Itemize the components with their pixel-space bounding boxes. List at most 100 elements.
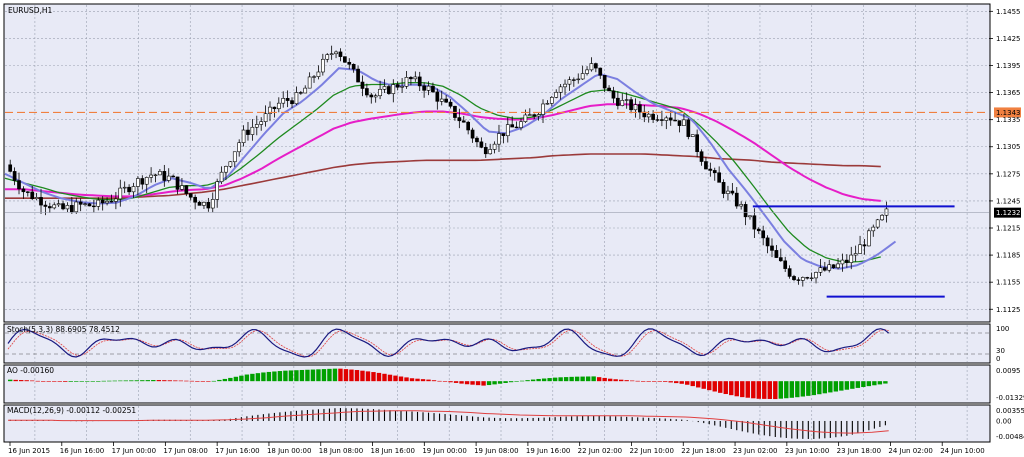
stoch-tick-label: 0 <box>996 355 1000 363</box>
ao-bar <box>118 380 123 382</box>
ao-bar <box>8 379 13 382</box>
ao-bar <box>591 376 596 382</box>
candle-bear <box>475 137 479 143</box>
candle-bull <box>800 277 805 281</box>
ao-bar <box>448 381 453 383</box>
candle-bear <box>668 117 673 121</box>
ao-bar <box>552 377 558 382</box>
ao-tick-label: -0.01329 <box>996 394 1024 402</box>
candle-bear <box>25 191 30 193</box>
ao-bar <box>151 380 156 382</box>
ao-bar <box>811 381 817 396</box>
candle-bear <box>660 119 664 121</box>
candle-bear <box>12 171 17 181</box>
candle-bull <box>505 124 510 137</box>
candle-bear <box>290 100 294 105</box>
ao-bar <box>437 380 442 382</box>
ao-bar <box>96 381 101 382</box>
candle-bull <box>382 86 387 90</box>
candle-bull <box>563 83 567 88</box>
ao-bar <box>283 370 288 382</box>
candle-bull <box>114 198 118 202</box>
candle-bear <box>712 170 717 174</box>
candle-bear <box>822 267 827 271</box>
candle-bear <box>598 67 603 76</box>
candle-bull <box>880 214 884 221</box>
candle-bull <box>144 177 149 185</box>
candle-bear <box>369 94 374 98</box>
ao-bar <box>74 381 79 382</box>
candle-bull <box>312 76 316 78</box>
ao-bar <box>541 378 547 382</box>
ao-bar <box>574 376 580 382</box>
ao-bar <box>651 381 657 382</box>
candle-bull <box>558 86 563 93</box>
candle-bull <box>83 203 87 205</box>
candle-bear <box>805 277 810 279</box>
ao-bar <box>382 373 387 382</box>
time-tick-label: 19 Jun 00:00 <box>422 447 466 455</box>
ao-bar <box>239 375 244 382</box>
candle-bull <box>682 119 686 126</box>
candle-bear <box>395 84 400 88</box>
price-tick-label: 1.1275 <box>996 170 1021 178</box>
ao-bar <box>563 377 569 382</box>
candle-bear <box>510 124 515 128</box>
candle-bear <box>616 97 620 106</box>
ao-bar <box>646 381 651 382</box>
time-tick-label: 23 Jun 10:00 <box>785 447 829 455</box>
macd-label: MACD(12,26,9) -0.00112 -0.00251 <box>7 406 136 415</box>
candle-bear <box>343 56 347 63</box>
candle-bear <box>501 133 506 137</box>
candle-bear <box>431 85 435 93</box>
candle-bull <box>263 113 268 122</box>
ao-bar <box>420 379 426 382</box>
ao-bar <box>200 381 206 382</box>
candle-bear <box>831 264 836 269</box>
ao-bar <box>663 381 668 382</box>
ao-bar <box>349 369 354 382</box>
candle-bull <box>105 200 109 204</box>
time-tick-label: 24 Jun 10:00 <box>940 447 984 455</box>
candle-bear <box>845 259 849 263</box>
price-tick-label: 1.1455 <box>996 8 1021 16</box>
ao-bar <box>690 381 695 387</box>
candle-bear <box>514 126 519 129</box>
candle-bear <box>435 91 440 102</box>
ao-bar <box>877 381 883 385</box>
current-price-box <box>994 207 1021 218</box>
ao-bar <box>635 380 640 382</box>
candle-bear <box>43 204 48 207</box>
ao-bar <box>751 381 756 399</box>
candle-bull <box>818 267 823 273</box>
candle-bear <box>778 257 783 262</box>
candle-bear <box>752 215 757 230</box>
stoch-tick-label: 100 <box>996 325 1009 333</box>
candle-bear <box>193 196 197 203</box>
candle-bear <box>448 101 453 107</box>
ao-bar <box>85 381 90 382</box>
candle-bear <box>272 106 277 110</box>
ao-bar <box>332 368 338 382</box>
ao-bar <box>503 381 508 383</box>
ao-bar <box>839 381 844 391</box>
time-tick-label: 17 Jun 08:00 <box>163 447 207 455</box>
ao-bar <box>822 381 828 394</box>
candle-bull <box>237 142 242 153</box>
ao-bar <box>668 381 673 383</box>
candle-bull <box>492 143 497 150</box>
ao-bar <box>640 381 646 382</box>
candle-bull <box>545 103 550 105</box>
time-tick-label: 17 Jun 16:00 <box>215 447 259 455</box>
ao-bar <box>178 380 184 382</box>
ao-bar <box>618 379 624 382</box>
ao-bar <box>514 381 519 382</box>
ao-bar <box>244 374 250 382</box>
time-tick-label: 18 Jun 00:00 <box>267 447 311 455</box>
price-levels: 1.1343 <box>5 107 1021 298</box>
candle-bull <box>527 114 532 116</box>
ao-bar <box>310 369 316 382</box>
ao-bar <box>189 380 195 382</box>
time-tick-label: 22 Jun 02:00 <box>578 447 622 455</box>
ao-bar <box>624 380 629 382</box>
